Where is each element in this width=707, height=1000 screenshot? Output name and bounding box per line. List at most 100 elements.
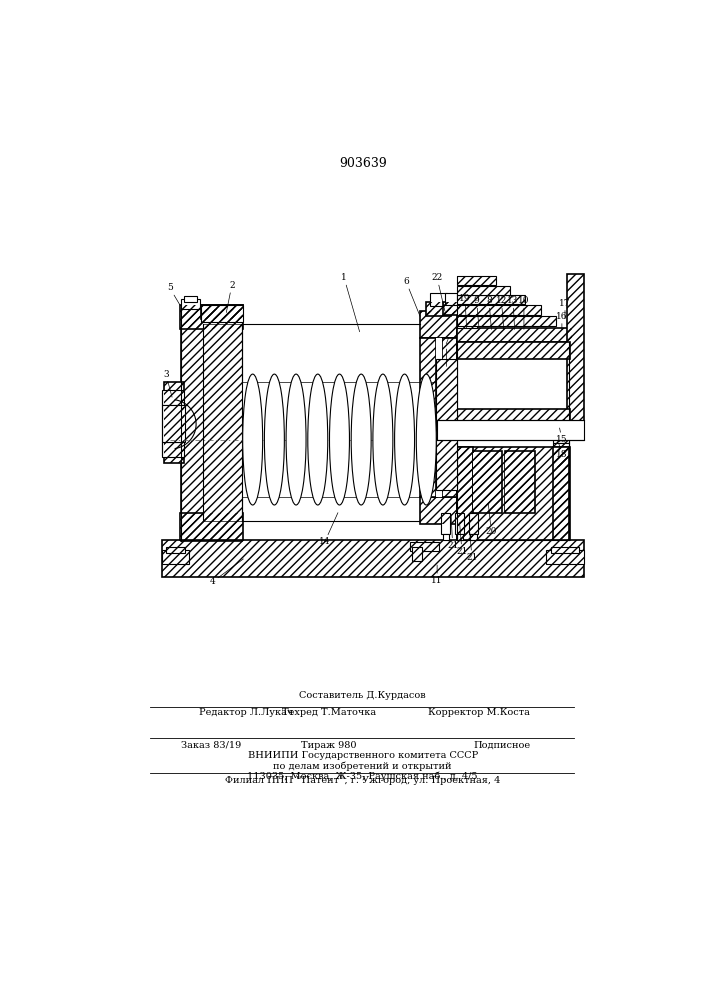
Bar xyxy=(473,453,494,510)
Ellipse shape xyxy=(243,374,263,505)
Bar xyxy=(182,309,242,541)
Text: 903639: 903639 xyxy=(339,157,387,170)
Bar xyxy=(468,343,554,357)
Bar xyxy=(182,299,200,309)
Bar xyxy=(470,534,477,540)
Text: 12: 12 xyxy=(496,296,507,329)
Bar xyxy=(457,447,473,540)
Bar xyxy=(164,382,184,463)
Bar xyxy=(436,338,442,497)
Bar xyxy=(506,451,534,513)
Bar xyxy=(201,305,243,319)
Bar xyxy=(457,342,570,359)
Bar xyxy=(567,274,585,436)
Bar xyxy=(457,295,525,304)
Bar xyxy=(457,276,496,285)
Ellipse shape xyxy=(373,374,393,505)
Bar xyxy=(457,305,541,315)
Bar xyxy=(430,293,448,306)
Bar xyxy=(162,442,184,457)
Bar xyxy=(420,338,436,497)
Bar xyxy=(457,328,572,342)
Text: 21: 21 xyxy=(447,514,458,550)
Bar xyxy=(473,451,502,513)
Bar xyxy=(441,513,450,534)
Bar xyxy=(457,447,473,540)
Bar xyxy=(551,547,579,553)
Bar xyxy=(436,359,457,490)
Bar xyxy=(554,443,569,467)
Bar xyxy=(468,450,546,538)
Text: 2: 2 xyxy=(226,281,235,312)
Bar xyxy=(554,443,569,467)
Bar xyxy=(162,540,585,577)
Ellipse shape xyxy=(351,374,371,505)
Text: Корректор М.Коста: Корректор М.Коста xyxy=(428,708,530,717)
Text: Составитель Д.Курдасов: Составитель Д.Курдасов xyxy=(299,691,426,700)
Ellipse shape xyxy=(329,374,349,505)
Bar xyxy=(203,326,243,520)
Bar xyxy=(554,419,569,443)
Bar xyxy=(506,453,527,510)
Text: 11: 11 xyxy=(431,565,443,585)
Text: Подписное: Подписное xyxy=(473,741,530,750)
Text: 3: 3 xyxy=(163,370,172,397)
Bar xyxy=(162,389,184,405)
Bar xyxy=(201,305,243,319)
Bar xyxy=(457,314,477,328)
Bar xyxy=(457,409,570,423)
Bar xyxy=(166,547,185,553)
Text: 7: 7 xyxy=(443,337,450,366)
Bar xyxy=(180,305,243,329)
Bar xyxy=(203,324,242,521)
Text: 13: 13 xyxy=(508,296,519,329)
Ellipse shape xyxy=(416,374,436,505)
Bar xyxy=(506,451,534,513)
Text: 6: 6 xyxy=(403,277,420,316)
Text: Техред Т.Маточка: Техред Т.Маточка xyxy=(281,708,375,717)
Bar xyxy=(457,316,556,326)
Bar xyxy=(457,316,556,326)
Text: 21: 21 xyxy=(456,523,467,556)
Text: по делам изобретений и открытий: по делам изобретений и открытий xyxy=(274,761,452,771)
Bar xyxy=(469,513,478,534)
Bar xyxy=(457,447,570,540)
Bar xyxy=(473,451,502,513)
Bar xyxy=(442,338,457,497)
Bar xyxy=(546,550,585,564)
Bar xyxy=(457,286,510,295)
Bar xyxy=(457,314,477,328)
Bar xyxy=(457,409,570,423)
Bar xyxy=(180,305,243,329)
Bar xyxy=(201,305,243,322)
Bar xyxy=(445,293,457,305)
Bar xyxy=(457,295,525,304)
Ellipse shape xyxy=(286,374,306,505)
Text: ВНИИПИ Государственного комитета СССР: ВНИИПИ Государственного комитета СССР xyxy=(247,751,478,760)
Text: Тираж 980: Тираж 980 xyxy=(301,741,356,750)
Bar xyxy=(567,274,585,436)
Bar xyxy=(162,405,185,442)
Text: 16: 16 xyxy=(556,312,568,329)
Text: 1: 1 xyxy=(341,273,360,332)
Text: Филиал ППП ''Патент'', г. Ужгород, ул. Проектная, 4: Филиал ППП ''Патент'', г. Ужгород, ул. П… xyxy=(225,776,501,785)
Text: 5: 5 xyxy=(167,283,180,305)
Text: 20: 20 xyxy=(486,503,497,536)
Text: 17: 17 xyxy=(559,299,571,319)
Text: 18: 18 xyxy=(556,443,568,459)
Bar xyxy=(457,286,510,295)
Ellipse shape xyxy=(264,374,284,505)
Bar xyxy=(420,497,457,524)
Bar xyxy=(457,276,496,285)
Bar xyxy=(442,338,457,497)
Bar xyxy=(426,302,451,316)
Bar xyxy=(164,382,184,463)
Bar xyxy=(457,342,570,359)
Bar xyxy=(554,447,569,540)
Bar xyxy=(468,410,552,421)
Bar xyxy=(443,302,460,315)
Bar xyxy=(443,534,449,540)
Bar xyxy=(162,540,585,577)
Text: 22: 22 xyxy=(431,273,445,311)
Text: 8: 8 xyxy=(486,296,492,329)
